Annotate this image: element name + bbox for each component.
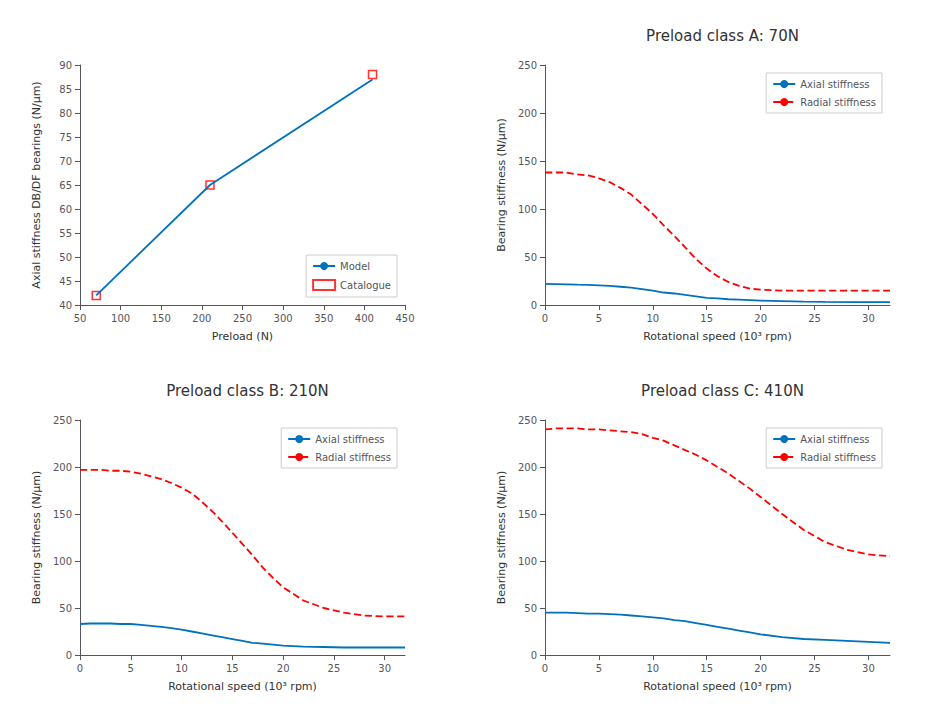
svg-text:40: 40	[59, 300, 72, 311]
svg-text:400: 400	[355, 313, 374, 324]
svg-text:50: 50	[74, 313, 87, 324]
svg-text:0: 0	[66, 650, 72, 661]
svg-text:Preload class A: 70N: Preload class A: 70N	[646, 27, 799, 45]
svg-text:150: 150	[518, 509, 537, 520]
svg-text:150: 150	[152, 313, 171, 324]
svg-text:60: 60	[59, 204, 72, 215]
svg-text:Model: Model	[340, 261, 370, 272]
svg-text:Radial stiffness: Radial stiffness	[315, 452, 391, 463]
svg-text:55: 55	[59, 228, 72, 239]
svg-text:250: 250	[53, 415, 72, 426]
svg-text:300: 300	[274, 313, 293, 324]
svg-text:150: 150	[518, 156, 537, 167]
svg-text:Axial stiffness: Axial stiffness	[800, 434, 869, 445]
svg-text:200: 200	[53, 462, 72, 473]
svg-text:20: 20	[754, 663, 767, 674]
svg-text:100: 100	[518, 204, 537, 215]
svg-text:Radial stiffness: Radial stiffness	[800, 97, 876, 108]
svg-text:10: 10	[646, 313, 659, 324]
svg-text:90: 90	[59, 60, 72, 71]
svg-text:0: 0	[531, 650, 537, 661]
svg-text:Radial stiffness: Radial stiffness	[800, 452, 876, 463]
svg-text:10: 10	[646, 663, 659, 674]
svg-text:80: 80	[59, 108, 72, 119]
svg-text:30: 30	[862, 663, 875, 674]
svg-text:45: 45	[59, 276, 72, 287]
svg-text:200: 200	[518, 462, 537, 473]
svg-text:250: 250	[233, 313, 252, 324]
svg-text:25: 25	[808, 313, 821, 324]
svg-text:65: 65	[59, 180, 72, 191]
svg-text:Preload class B: 210N: Preload class B: 210N	[166, 382, 329, 400]
svg-text:250: 250	[518, 415, 537, 426]
svg-text:25: 25	[808, 663, 821, 674]
svg-text:Bearing stiffness (N/μm): Bearing stiffness (N/μm)	[495, 118, 508, 252]
svg-text:70: 70	[59, 156, 72, 167]
svg-text:100: 100	[53, 556, 72, 567]
svg-text:Preload (N): Preload (N)	[212, 330, 273, 343]
svg-text:Preload class C: 410N: Preload class C: 410N	[641, 382, 804, 400]
svg-text:50: 50	[524, 252, 537, 263]
svg-text:85: 85	[59, 84, 72, 95]
svg-text:50: 50	[524, 603, 537, 614]
svg-text:15: 15	[226, 663, 239, 674]
svg-text:0: 0	[77, 663, 83, 674]
svg-text:20: 20	[277, 663, 290, 674]
svg-text:100: 100	[111, 313, 130, 324]
svg-text:Catalogue: Catalogue	[340, 280, 391, 291]
svg-text:200: 200	[192, 313, 211, 324]
svg-text:0: 0	[542, 313, 548, 324]
svg-text:10: 10	[175, 663, 188, 674]
svg-text:5: 5	[596, 313, 602, 324]
svg-text:5: 5	[596, 663, 602, 674]
svg-text:25: 25	[328, 663, 341, 674]
svg-text:50: 50	[59, 252, 72, 263]
svg-text:Rotational speed (10³ rpm): Rotational speed (10³ rpm)	[168, 680, 317, 693]
svg-text:100: 100	[518, 556, 537, 567]
svg-text:15: 15	[700, 313, 713, 324]
svg-text:Bearing stiffness (N/μm): Bearing stiffness (N/μm)	[30, 471, 43, 605]
svg-text:15: 15	[700, 663, 713, 674]
svg-text:450: 450	[395, 313, 414, 324]
svg-text:Axial stiffness: Axial stiffness	[315, 434, 384, 445]
svg-text:Axial stiffness: Axial stiffness	[800, 79, 869, 90]
svg-text:Axial stiffness DB/DF bearings: Axial stiffness DB/DF bearings (N/μm)	[30, 81, 43, 288]
svg-text:Rotational speed (10³ rpm): Rotational speed (10³ rpm)	[643, 680, 792, 693]
svg-text:200: 200	[518, 108, 537, 119]
svg-text:30: 30	[378, 663, 391, 674]
svg-text:150: 150	[53, 509, 72, 520]
svg-text:5: 5	[128, 663, 134, 674]
svg-text:0: 0	[542, 663, 548, 674]
svg-text:75: 75	[59, 132, 72, 143]
svg-text:20: 20	[754, 313, 767, 324]
svg-text:0: 0	[531, 300, 537, 311]
svg-text:Rotational speed (10³ rpm): Rotational speed (10³ rpm)	[643, 330, 792, 343]
svg-text:50: 50	[59, 603, 72, 614]
svg-text:250: 250	[518, 60, 537, 71]
svg-text:30: 30	[862, 313, 875, 324]
svg-text:350: 350	[314, 313, 333, 324]
svg-text:Bearing stiffness (N/μm): Bearing stiffness (N/μm)	[495, 471, 508, 605]
